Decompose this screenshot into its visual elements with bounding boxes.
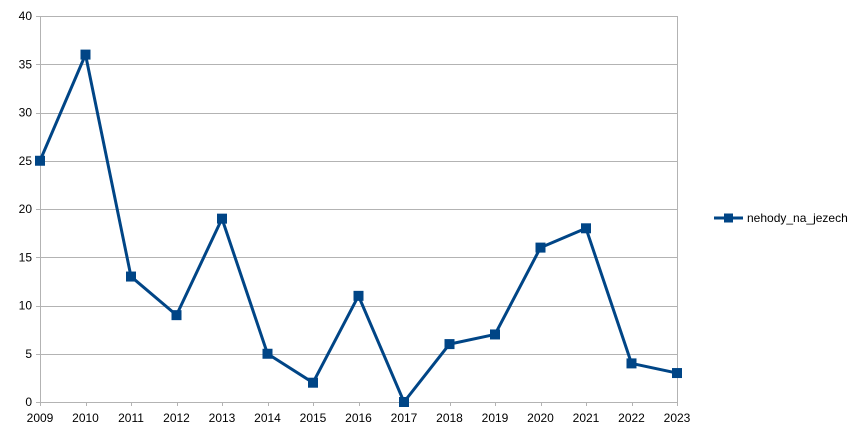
y-tick-label: 25 [19, 154, 33, 168]
x-tick-label: 2016 [345, 411, 372, 425]
series-layer [35, 49, 682, 407]
data-point-marker [444, 339, 455, 350]
y-tick-label: 35 [19, 57, 33, 71]
legend-swatch-marker [724, 213, 733, 223]
data-point-marker [308, 377, 318, 388]
y-tick-label: 10 [19, 299, 33, 313]
x-tick-label: 2014 [254, 411, 281, 425]
data-point-marker [399, 397, 409, 407]
legend-label: nehody_na_jezech [747, 211, 848, 225]
x-tick-label: 2010 [72, 411, 99, 425]
data-point-marker [126, 271, 136, 282]
data-point-marker [171, 310, 182, 321]
x-tick-label: 2018 [436, 411, 463, 425]
x-tick-label: 2021 [573, 411, 600, 425]
data-point-marker [490, 329, 500, 340]
data-point-marker [626, 358, 637, 369]
x-tick-label: 2013 [209, 411, 236, 425]
axis-layer: 0 5 10 15 20 25 30 35 40 2009 2010 2011 2012 2013 2014… [19, 9, 691, 425]
y-tick-label: 5 [25, 347, 32, 361]
data-point-marker [217, 213, 227, 224]
x-tick-label: 2022 [618, 411, 645, 425]
data-point-marker [353, 290, 364, 301]
data-point-marker [35, 155, 45, 166]
y-tick-label: 15 [19, 250, 33, 264]
grid-layer [40, 16, 678, 403]
x-tick-label: 2017 [391, 411, 418, 425]
x-tick-label: 2015 [300, 411, 327, 425]
x-tick-label: 2011 [118, 411, 144, 425]
data-point-marker [672, 368, 682, 379]
data-point-marker [262, 348, 273, 359]
x-tick-label: 2012 [163, 411, 190, 425]
y-tick-label: 0 [25, 395, 32, 409]
x-tick-label: 2009 [27, 411, 54, 425]
y-tick-label: 20 [19, 202, 33, 216]
x-tick-label: 2019 [482, 411, 509, 425]
x-tick-label: 2023 [664, 411, 691, 425]
data-point-marker [535, 242, 546, 253]
legend: nehody_na_jezech [714, 211, 848, 225]
x-tick-label: 2020 [527, 411, 554, 425]
y-tick-label: 40 [19, 9, 33, 23]
data-point-marker [80, 49, 91, 60]
data-point-marker [581, 223, 591, 234]
y-tick-label: 30 [19, 106, 33, 120]
